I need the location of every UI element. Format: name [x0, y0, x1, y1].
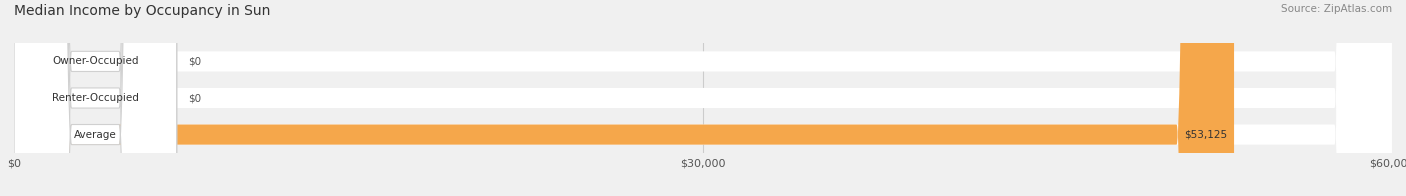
- FancyBboxPatch shape: [14, 0, 177, 196]
- Text: Renter-Occupied: Renter-Occupied: [52, 93, 139, 103]
- FancyBboxPatch shape: [14, 0, 1234, 196]
- Text: $0: $0: [187, 93, 201, 103]
- FancyBboxPatch shape: [14, 0, 1392, 196]
- FancyBboxPatch shape: [14, 0, 1392, 196]
- Text: Owner-Occupied: Owner-Occupied: [52, 56, 139, 66]
- Text: Median Income by Occupancy in Sun: Median Income by Occupancy in Sun: [14, 4, 270, 18]
- FancyBboxPatch shape: [14, 0, 45, 196]
- FancyBboxPatch shape: [14, 0, 45, 196]
- Text: $0: $0: [187, 56, 201, 66]
- Text: Average: Average: [75, 130, 117, 140]
- Text: $53,125: $53,125: [1184, 130, 1227, 140]
- FancyBboxPatch shape: [14, 0, 177, 196]
- FancyBboxPatch shape: [14, 0, 1392, 196]
- Text: Source: ZipAtlas.com: Source: ZipAtlas.com: [1281, 4, 1392, 14]
- FancyBboxPatch shape: [14, 0, 177, 196]
